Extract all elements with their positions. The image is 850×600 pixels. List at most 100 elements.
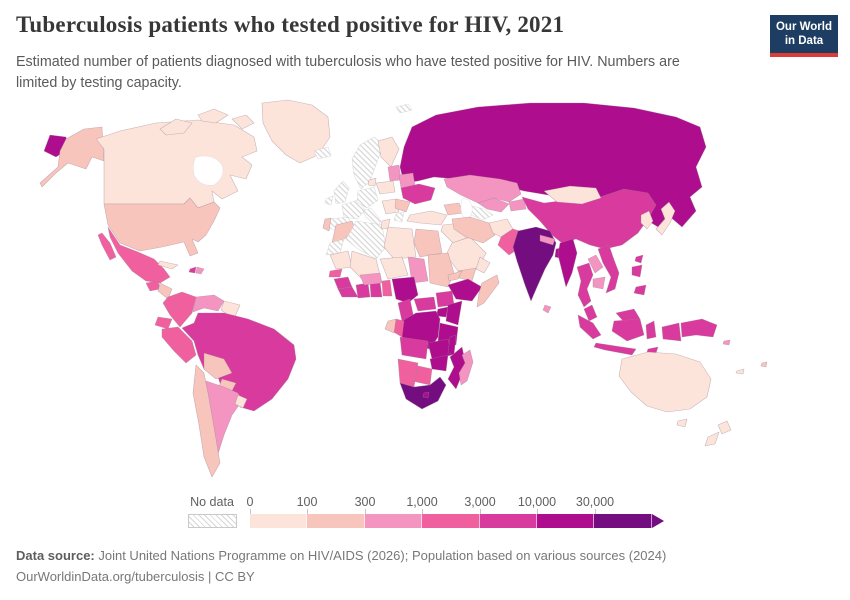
country-senegal[interactable]	[328, 268, 343, 278]
country-indonesia-java[interactable]	[593, 342, 637, 356]
country-bolivia[interactable]	[203, 352, 233, 380]
country-turkey[interactable]	[406, 210, 448, 226]
country-scandinavia[interactable]	[351, 136, 385, 190]
country-cuba[interactable]	[157, 260, 179, 270]
country-finland[interactable]	[377, 136, 400, 168]
country-indonesia-sumatra[interactable]	[577, 314, 602, 340]
country-guatemala[interactable]	[145, 280, 161, 292]
country-egypt[interactable]	[413, 228, 443, 258]
country-myanmar[interactable]	[557, 238, 578, 288]
country-dominican-republic[interactable]	[195, 266, 205, 275]
country-usa[interactable]	[103, 197, 221, 257]
country-alaska[interactable]	[39, 126, 105, 188]
country-iceland[interactable]	[313, 146, 332, 160]
country-central-europe[interactable]	[356, 186, 379, 209]
country-niger[interactable]	[379, 256, 409, 280]
country-india[interactable]	[512, 226, 557, 302]
country-romania[interactable]	[394, 198, 411, 213]
country-zimbabwe[interactable]	[429, 354, 449, 372]
country-mexico[interactable]	[107, 226, 171, 284]
country-malaysia-peninsula[interactable]	[583, 304, 598, 322]
country-chad[interactable]	[407, 256, 429, 284]
country-madagascar[interactable]	[458, 349, 474, 386]
country-eritrea[interactable]	[447, 270, 463, 282]
country-mozambique[interactable]	[447, 346, 467, 390]
country-united-kingdom[interactable]	[333, 180, 350, 205]
country-oman[interactable]	[475, 256, 491, 274]
legend-tick	[537, 509, 538, 515]
country-haiti[interactable]	[188, 266, 197, 274]
country-kenya[interactable]	[445, 300, 463, 326]
country-peru[interactable]	[161, 326, 197, 364]
country-denmark[interactable]	[367, 177, 377, 187]
country-france[interactable]	[341, 199, 366, 220]
owid-url-link[interactable]: OurWorldinData.org/tuberculosis | CC BY	[16, 569, 255, 585]
country-caucasus[interactable]	[443, 202, 464, 216]
legend-tick-label: 300	[354, 495, 376, 509]
country-uzbekistan[interactable]	[477, 197, 510, 213]
country-venezuela[interactable]	[192, 294, 225, 313]
country-balkans[interactable]	[381, 198, 400, 215]
country-kyrgyzstan-tajikistan[interactable]	[508, 198, 527, 212]
country-laos[interactable]	[587, 254, 604, 274]
country-sierraleone-liberia[interactable]	[337, 286, 359, 298]
country-south-africa[interactable]	[399, 376, 447, 410]
country-ethiopia[interactable]	[447, 278, 483, 302]
country-cote-divoire[interactable]	[355, 282, 371, 299]
country-nigeria[interactable]	[391, 276, 419, 304]
country-australia[interactable]	[618, 351, 712, 413]
country-nepal[interactable]	[539, 234, 556, 246]
country-angola[interactable]	[399, 336, 429, 360]
country-ecuador[interactable]	[154, 316, 173, 330]
country-greece[interactable]	[393, 211, 405, 223]
country-arctic-islands-1[interactable]	[159, 118, 193, 136]
country-uruguay[interactable]	[234, 394, 248, 409]
country-algeria[interactable]	[345, 220, 387, 260]
country-central-african-republic[interactable]	[413, 296, 437, 312]
country-svalbard[interactable]	[395, 103, 413, 114]
country-new-zealand-north[interactable]	[717, 420, 732, 435]
country-new-caledonia[interactable]	[735, 368, 745, 375]
legend-bin-3	[422, 514, 480, 528]
country-indonesia-sulawesi[interactable]	[645, 320, 657, 340]
country-baltics[interactable]	[387, 164, 402, 182]
country-new-zealand-south[interactable]	[704, 431, 720, 447]
country-brazil[interactable]	[181, 312, 297, 412]
country-korea[interactable]	[640, 210, 654, 230]
country-vietnam[interactable]	[597, 244, 620, 294]
country-sri-lanka[interactable]	[542, 304, 552, 314]
owid-logo[interactable]: Our World in Data	[770, 15, 838, 57]
country-libya[interactable]	[383, 226, 417, 260]
country-poland[interactable]	[375, 180, 396, 195]
country-italy[interactable]	[362, 207, 382, 228]
country-taiwan[interactable]	[634, 254, 644, 264]
country-iran[interactable]	[451, 216, 496, 244]
country-burkina-faso[interactable]	[359, 272, 383, 286]
country-togo-benin[interactable]	[381, 279, 393, 297]
country-baja-california[interactable]	[97, 232, 117, 261]
country-indonesia-borneo[interactable]	[611, 318, 645, 342]
country-cambodia[interactable]	[592, 276, 606, 290]
country-chile[interactable]	[192, 364, 221, 478]
country-tasmania[interactable]	[676, 418, 688, 428]
country-ukraine[interactable]	[400, 183, 436, 205]
country-mongolia[interactable]	[543, 185, 602, 205]
country-colombia[interactable]	[162, 291, 197, 328]
country-fiji[interactable]	[760, 361, 768, 368]
country-arctic-islands-3[interactable]	[231, 114, 255, 130]
country-philippines-mindanao[interactable]	[633, 284, 647, 296]
country-gabon[interactable]	[384, 318, 397, 334]
country-solomon-islands[interactable]	[722, 339, 731, 346]
country-japan[interactable]	[655, 201, 676, 236]
country-portugal[interactable]	[322, 217, 332, 232]
country-philippines-luzon[interactable]	[631, 264, 643, 278]
country-thailand[interactable]	[576, 262, 594, 308]
country-lesotho[interactable]	[422, 391, 430, 399]
country-namibia[interactable]	[397, 358, 419, 388]
country-somalia[interactable]	[476, 274, 500, 308]
country-arctic-islands-2[interactable]	[197, 108, 229, 124]
country-indonesia-papua[interactable]	[661, 322, 682, 342]
country-ireland[interactable]	[324, 195, 334, 206]
country-papua-new-guinea[interactable]	[680, 318, 718, 338]
